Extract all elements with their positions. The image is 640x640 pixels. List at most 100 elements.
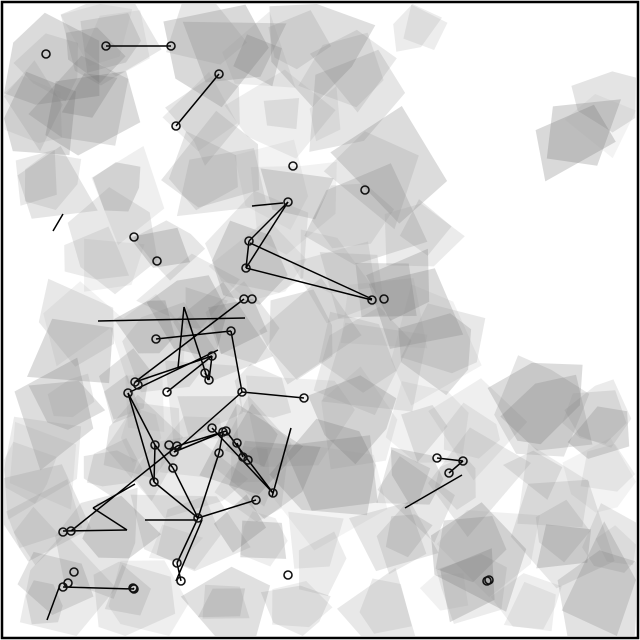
patch-153	[337, 567, 416, 636]
patch-31	[91, 146, 165, 245]
segment-4	[251, 202, 284, 207]
node-57	[484, 575, 494, 585]
patch-177	[66, 27, 126, 84]
node-4	[171, 121, 181, 131]
node-3	[214, 69, 224, 79]
segment-6	[92, 507, 128, 531]
segment-7	[62, 529, 128, 532]
patch-28	[24, 153, 82, 210]
patch-53	[368, 268, 464, 349]
edge-layer	[46, 45, 464, 621]
patch-150	[272, 581, 333, 628]
node-51	[69, 567, 79, 577]
patch-30	[15, 149, 57, 206]
edge-1	[175, 73, 220, 127]
patch-166	[105, 402, 181, 502]
patch-54	[340, 278, 428, 349]
edge-17	[225, 430, 249, 461]
patch-179	[222, 11, 296, 88]
patch-8	[269, 4, 376, 107]
node-11	[241, 263, 251, 273]
patch-158	[503, 581, 556, 632]
patch-80	[165, 360, 243, 446]
patch-178	[233, 34, 282, 87]
patch-101	[159, 416, 224, 478]
node-49	[176, 576, 186, 586]
node-55	[128, 583, 138, 593]
patch-145	[104, 564, 151, 616]
patch-93	[562, 390, 627, 444]
node-40	[251, 495, 261, 505]
edge-7	[230, 330, 243, 393]
node-34	[232, 438, 242, 448]
node-7	[283, 197, 293, 207]
patch-58	[398, 313, 472, 396]
edge-8	[241, 391, 305, 399]
patch-47	[129, 227, 190, 268]
node-17	[151, 334, 161, 344]
node-35	[207, 423, 217, 433]
patch-130	[385, 514, 433, 558]
patch-162	[535, 104, 616, 182]
patch-17	[45, 71, 141, 156]
node-36	[214, 448, 224, 458]
patch-167	[121, 406, 162, 463]
patch-88	[428, 378, 528, 481]
patch-100	[132, 435, 249, 519]
node-5	[288, 161, 298, 171]
patch-35	[168, 131, 238, 211]
patch-164	[564, 94, 636, 159]
patch-48	[205, 190, 309, 293]
patch-4	[80, 13, 141, 73]
patch-74	[28, 380, 106, 430]
patch-107	[283, 435, 378, 511]
patch-15	[4, 71, 76, 156]
patch-138	[536, 524, 592, 569]
patch-36	[234, 139, 309, 230]
edge-30	[448, 460, 464, 474]
node-28	[164, 440, 174, 450]
edge-36	[127, 392, 155, 483]
patch-44	[67, 187, 158, 295]
patch-129	[288, 511, 344, 569]
patch-13	[393, 4, 442, 52]
translucent-patch-layer	[4, 4, 636, 636]
edge-26	[176, 562, 182, 582]
edge-23	[153, 481, 199, 519]
node-37	[238, 452, 248, 462]
patch-99	[86, 438, 143, 487]
node-6	[360, 185, 370, 195]
node-12	[367, 295, 377, 305]
patch-134	[431, 502, 527, 612]
patch-128	[298, 531, 347, 596]
node-0	[41, 49, 51, 59]
edge-25	[176, 517, 199, 564]
node-18	[130, 377, 140, 387]
patch-133	[435, 516, 507, 583]
patch-152	[359, 578, 412, 634]
node-29	[150, 440, 160, 450]
patch-0	[13, 33, 78, 102]
node-41	[149, 477, 159, 487]
edge-32	[166, 355, 213, 393]
patch-75	[47, 373, 95, 418]
patch-45	[84, 238, 145, 292]
patch-102	[214, 446, 289, 523]
edge-4	[248, 201, 289, 242]
segment-9	[271, 427, 292, 498]
node-50	[283, 570, 293, 580]
node-23	[200, 368, 210, 378]
edge-34	[153, 444, 156, 483]
patch-105	[269, 418, 376, 516]
edge-10	[134, 298, 245, 383]
node-24	[204, 375, 214, 385]
node-13	[379, 294, 389, 304]
edge-11	[127, 392, 156, 446]
segment-12	[177, 306, 185, 369]
patch-155	[419, 573, 469, 611]
patch-34	[176, 148, 267, 217]
edge-24	[70, 445, 178, 532]
edge-3	[245, 267, 373, 301]
patch-94	[564, 379, 632, 448]
